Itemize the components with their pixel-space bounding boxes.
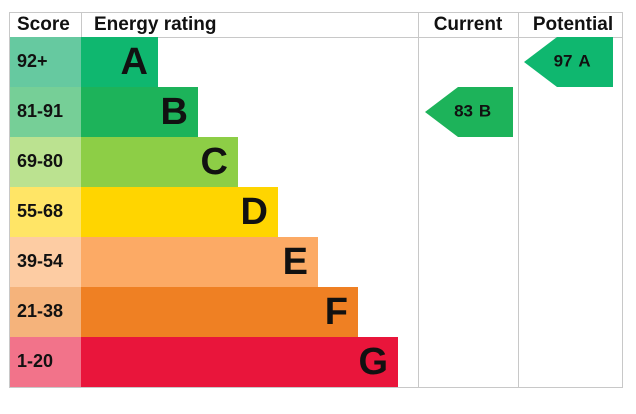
band-letter: B <box>161 91 188 133</box>
score-cell <box>10 37 81 87</box>
potential-arrow <box>524 37 613 87</box>
score-cell <box>10 287 81 337</box>
current-value: 83 <box>454 101 473 120</box>
rating-bar <box>81 337 398 387</box>
band-letter: F <box>325 291 348 333</box>
header-score: Score <box>17 14 70 35</box>
header-potential: Potential <box>533 14 613 35</box>
score-cell <box>10 337 81 387</box>
band-letter: G <box>358 341 388 383</box>
score-label: 1-20 <box>17 351 53 371</box>
rating-bar <box>81 237 318 287</box>
rating-bar <box>81 187 278 237</box>
score-label: 69-80 <box>17 151 63 171</box>
rating-bar <box>81 37 158 87</box>
score-label: 21-38 <box>17 301 63 321</box>
band-letter: A <box>121 41 148 83</box>
header-rating: Energy rating <box>94 14 216 35</box>
potential-value: 97 <box>554 51 573 70</box>
header-current: Current <box>434 14 503 35</box>
band-letter: D <box>241 191 268 233</box>
rating-bar <box>81 287 358 337</box>
current-arrow <box>425 87 513 137</box>
score-cell <box>10 87 81 137</box>
score-cell <box>10 237 81 287</box>
band-letter: E <box>283 241 308 283</box>
current-band: B <box>479 101 491 120</box>
score-label: 55-68 <box>17 201 63 221</box>
rating-bar <box>81 137 238 187</box>
rating-bar <box>81 87 198 137</box>
score-cell <box>10 137 81 187</box>
score-label: 81-91 <box>17 101 63 121</box>
band-letter: C <box>201 141 228 183</box>
score-label: 92+ <box>17 51 48 71</box>
score-label: 39-54 <box>17 251 63 271</box>
potential-band: A <box>578 51 590 70</box>
score-cell <box>10 187 81 237</box>
